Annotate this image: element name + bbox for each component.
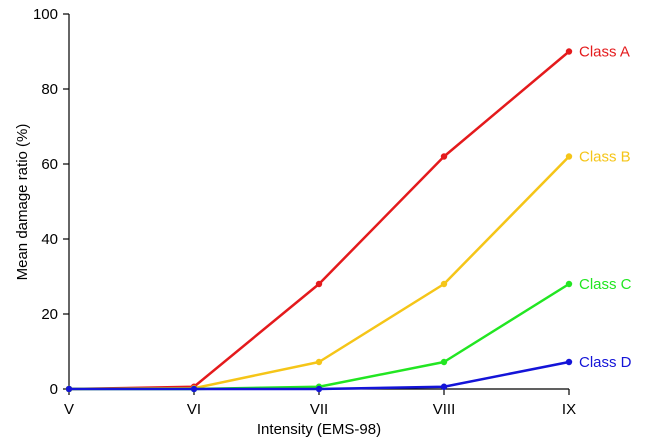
- class-a-point: [315, 280, 323, 288]
- class-b-label: Class B: [579, 149, 631, 166]
- class-d-point: [440, 383, 448, 390]
- class-c-line: [69, 282, 570, 391]
- class-a-point: [440, 153, 448, 160]
- class-c-point: [440, 358, 448, 366]
- class-b-point: [440, 280, 448, 288]
- axes: [68, 14, 569, 390]
- class-d-point: [565, 358, 573, 366]
- y-axis-ticks: 0 20 40 60 80 100: [33, 6, 69, 398]
- class-a-line: [68, 50, 570, 391]
- class-d-label: Class D: [579, 354, 632, 371]
- x-axis-ticks: V VI VII VIII IX: [64, 389, 576, 418]
- x-axis-title: Intensity (EMS-98): [257, 421, 381, 438]
- class-d-point: [190, 385, 198, 393]
- class-d-point: [315, 385, 323, 393]
- class-a-point: [565, 48, 573, 55]
- y-tick-label: 40: [41, 231, 58, 248]
- class-c-label: Class C: [579, 276, 632, 293]
- class-c-point: [565, 280, 573, 288]
- series-layer: [65, 48, 573, 393]
- y-tick-label: 60: [41, 156, 58, 173]
- class-a-label: Class A: [579, 44, 630, 61]
- class-b-point: [315, 358, 323, 366]
- x-tick-label: VII: [310, 401, 328, 418]
- x-tick-label: V: [64, 401, 74, 418]
- y-tick-label: 80: [41, 81, 58, 98]
- y-tick-label: 0: [50, 381, 58, 398]
- x-tick-label: VI: [187, 401, 201, 418]
- class-b-point: [565, 153, 573, 160]
- y-axis-title: Mean damage ratio (%): [14, 124, 31, 281]
- series-labels: Class A Class B Class C Class D: [579, 44, 632, 372]
- y-tick-label: 100: [33, 6, 58, 23]
- x-tick-label: IX: [562, 401, 576, 418]
- x-tick-label: VIII: [433, 401, 456, 418]
- y-tick-label: 20: [41, 306, 58, 323]
- class-d-point: [65, 385, 73, 393]
- class-b-line: [68, 155, 570, 391]
